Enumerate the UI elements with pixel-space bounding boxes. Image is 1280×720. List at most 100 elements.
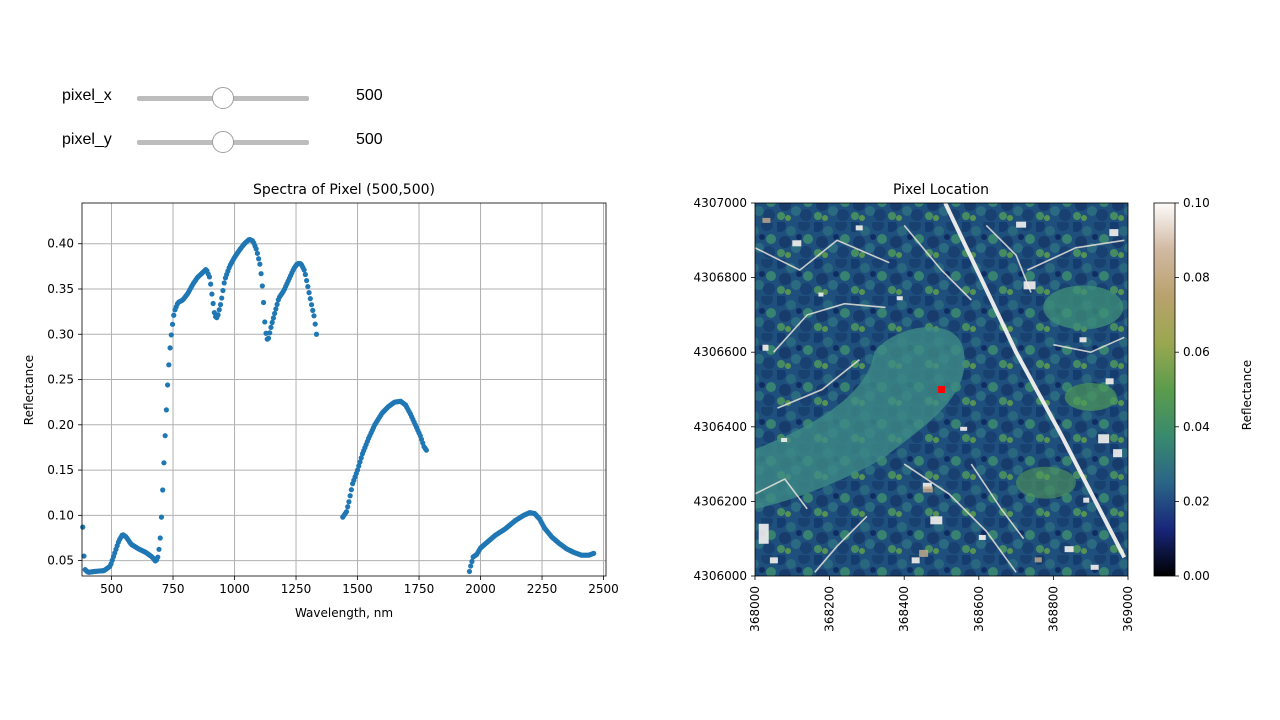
map-bright-patch — [978, 534, 986, 540]
map-x-tick-label: 368000 — [748, 586, 762, 632]
slider-label-pixel-y: pixel_y — [62, 131, 112, 148]
spectrum-point — [253, 246, 259, 252]
spectrum-title: Spectra of Pixel (500,500) — [253, 182, 435, 198]
slider-handle-pixel-x[interactable] — [212, 87, 234, 109]
spectrum-point — [354, 467, 361, 473]
spectrum-point — [158, 514, 165, 520]
map-tan-patch — [1034, 557, 1042, 563]
spectrum-point — [347, 493, 353, 499]
spectrum-point — [345, 504, 351, 510]
map-y-tick-label: 4306000 — [694, 569, 747, 583]
map-bright-patch — [1090, 564, 1099, 570]
slider-value-pixel-x: 500 — [356, 87, 383, 104]
map-bright-line — [755, 477, 808, 510]
map-bright-patch — [855, 225, 863, 231]
map-plot-frame — [754, 202, 1129, 577]
spectrum-y-tick-label: 0.25 — [47, 373, 74, 387]
spectrum-point — [591, 550, 597, 556]
map-bright-patch — [1016, 221, 1027, 228]
map-field-area — [1064, 382, 1117, 411]
map-bright-patch — [922, 482, 932, 489]
map-bright-patch — [758, 523, 769, 544]
map-bright-patch — [911, 557, 920, 564]
map-bright-patch — [818, 292, 824, 297]
spectrum-point — [162, 433, 168, 439]
map-bright-line — [903, 224, 972, 301]
spectrum-point — [343, 509, 350, 515]
map-bright-patch — [896, 296, 903, 301]
spectrum-x-ticks: 500 750 1000 1250 1500 1750 2000 2250 2500 — [100, 576, 619, 596]
colorbar-tick-label: 0.10 — [1183, 196, 1210, 210]
map-x-tick-label: 368800 — [1046, 586, 1060, 632]
spectrum-point — [256, 256, 262, 262]
map-bright-line — [814, 515, 868, 573]
colorbar-tick-label: 0.00 — [1183, 569, 1210, 583]
spectrum-point — [165, 382, 171, 388]
spectrum-x-tick-label: 1500 — [342, 582, 373, 596]
map-bright-patch — [960, 426, 968, 431]
spectrum-point — [80, 524, 86, 530]
map-y-ticks: 4306000 4306200 4306400 4306600 4306800 43070… — [694, 196, 755, 583]
spectrum-point — [221, 280, 227, 286]
map-bright-patch — [1083, 497, 1090, 503]
spectrum-x-tick-label: 750 — [162, 582, 185, 596]
spectrum-point — [220, 287, 226, 294]
map-field-area — [1043, 285, 1124, 330]
spectrum-point — [262, 319, 268, 325]
map-x-tick-label: 368400 — [897, 586, 911, 632]
spectrum-point — [466, 568, 473, 575]
spectrum-point — [161, 460, 167, 466]
map-tan-patch — [922, 486, 933, 493]
spectrum-chart: Spectra of Pixel (500,500) 500 750 1000 125… — [22, 182, 619, 620]
map-y-tick-label: 4306400 — [694, 420, 747, 434]
spectrum-point — [157, 535, 163, 541]
spectrum-point — [273, 306, 279, 312]
spectrum-y-tick-label: 0.30 — [47, 327, 74, 341]
spectrum-y-tick-label: 0.20 — [47, 418, 74, 432]
spectrum-point — [217, 302, 224, 308]
map-layers — [755, 203, 1128, 576]
spectrum-point — [348, 487, 354, 493]
map-x-tick-label: 369000 — [1121, 586, 1135, 632]
map-y-tick-label: 4307000 — [694, 196, 747, 210]
spectrum-point — [274, 301, 280, 307]
spectrum-point — [166, 362, 172, 368]
spectrum-x-tick-label: 2000 — [465, 582, 496, 596]
map-bright-patch — [781, 437, 788, 442]
spectrum-x-tick-label: 1000 — [219, 582, 250, 596]
spectrum-x-tick-label: 2250 — [527, 582, 558, 596]
spectrum-point — [306, 290, 312, 296]
spectrum-y-tick-label: 0.35 — [47, 282, 74, 296]
spectrum-x-tick-label: 2500 — [588, 582, 619, 596]
colorbar-tick-label: 0.08 — [1183, 271, 1210, 285]
spectrum-point — [155, 554, 161, 560]
map-x-tick-label: 368600 — [972, 586, 986, 632]
map-y-tick-label: 4306200 — [694, 494, 747, 508]
map-bright-line — [1053, 336, 1125, 354]
map-bright-patch — [769, 557, 778, 564]
spectrum-point — [310, 307, 316, 313]
spectrum-point — [206, 274, 213, 280]
map-bright-line — [755, 239, 890, 272]
spectrum-point — [312, 321, 318, 327]
reflectance-image[interactable] — [755, 203, 1128, 576]
map-bright-patch — [1023, 281, 1036, 290]
slider-handle-pixel-y[interactable] — [212, 131, 234, 153]
spectrum-point — [160, 487, 166, 493]
map-bright-patch — [1113, 449, 1123, 458]
spectrum-point — [163, 407, 169, 413]
spectrum-point — [356, 463, 362, 469]
colorbar-tick-label: 0.06 — [1183, 345, 1210, 359]
spectrum-point — [302, 271, 308, 278]
spectrum-point — [219, 295, 225, 301]
spectrum-point — [270, 315, 276, 321]
spectrum-x-tick-label: 500 — [100, 582, 123, 596]
spectrum-point — [304, 277, 310, 284]
spectrum-point — [259, 283, 265, 289]
map-x-tick-label: 368200 — [823, 586, 837, 632]
map-x-ticks: 368000 368200 368400 368600 368800 369000 — [748, 576, 1135, 632]
map-bright-line — [777, 359, 860, 409]
spectrum-x-tick-label: 1250 — [281, 582, 312, 596]
map-bright-patch — [1064, 546, 1074, 553]
spectrum-point — [469, 558, 475, 565]
